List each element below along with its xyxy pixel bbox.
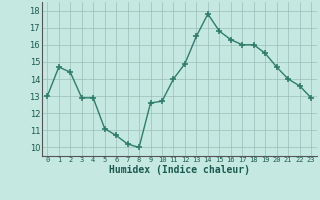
X-axis label: Humidex (Indice chaleur): Humidex (Indice chaleur) (109, 165, 250, 175)
